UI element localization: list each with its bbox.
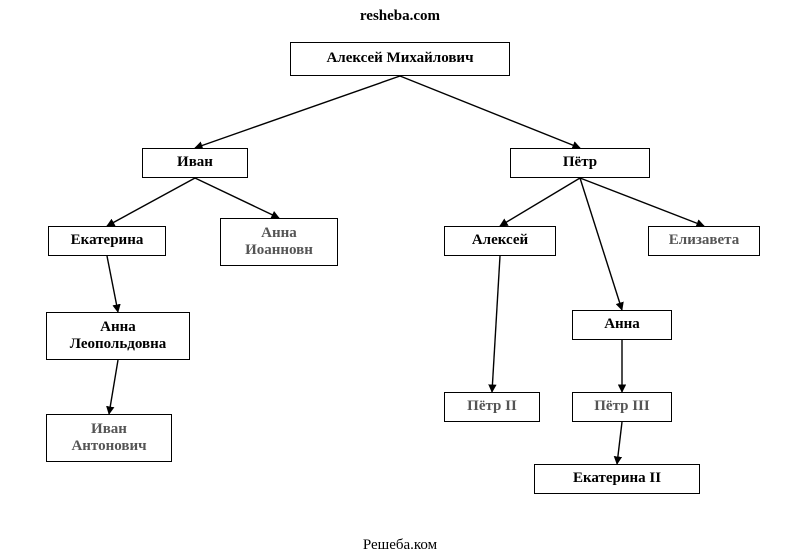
edge-petr-anna [580,178,622,310]
edge-ivan-anna_io [195,178,279,218]
edge-ekaterina-anna_l [107,256,118,312]
node-ekaterina2: Екатерина II [534,464,700,494]
node-ivan: Иван [142,148,248,178]
edge-alexei-petr2 [492,256,500,392]
edge-ivan-ekaterina [107,178,195,226]
watermark-top: resheba.com [0,8,800,25]
edge-petr-alexei [500,178,580,226]
node-anna: Анна [572,310,672,340]
node-anna_io: АннаИоанновн [220,218,338,266]
edge-alexei_m-ivan [195,76,400,148]
edge-petr3-ekaterina2 [617,422,622,464]
node-alexei: Алексей [444,226,556,256]
node-ekaterina: Екатерина [48,226,166,256]
node-petr: Пётр [510,148,650,178]
edge-alexei_m-petr [400,76,580,148]
node-elizaveta: Елизавета [648,226,760,256]
node-petr3: Пётр III [572,392,672,422]
edge-anna_l-ivan_ant [109,360,118,414]
node-anna_l: АннаЛеопольдовна [46,312,190,360]
node-alexei_m: Алексей Михайлович [290,42,510,76]
edge-petr-elizaveta [580,178,704,226]
node-petr2: Пётр II [444,392,540,422]
node-ivan_ant: ИванАнтонович [46,414,172,462]
watermark-bottom: Решеба.ком [0,537,800,554]
